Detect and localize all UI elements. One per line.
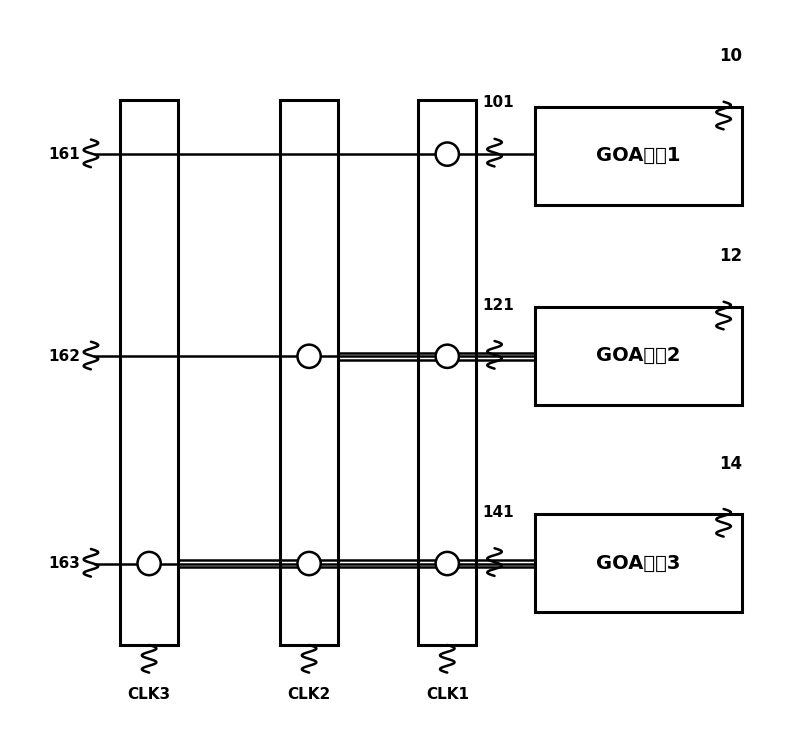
Circle shape bbox=[298, 552, 321, 575]
Text: 141: 141 bbox=[482, 505, 514, 520]
Text: 10: 10 bbox=[719, 47, 742, 66]
Text: GOA电路1: GOA电路1 bbox=[596, 147, 681, 166]
Polygon shape bbox=[534, 107, 742, 205]
Polygon shape bbox=[418, 99, 476, 645]
Circle shape bbox=[298, 345, 321, 368]
Text: 101: 101 bbox=[482, 96, 514, 110]
Text: CLK2: CLK2 bbox=[287, 687, 330, 702]
Polygon shape bbox=[534, 514, 742, 612]
Circle shape bbox=[436, 142, 459, 166]
Text: 12: 12 bbox=[719, 247, 742, 266]
Polygon shape bbox=[120, 99, 178, 645]
Text: 162: 162 bbox=[48, 349, 80, 364]
Text: CLK3: CLK3 bbox=[127, 687, 170, 702]
Text: 14: 14 bbox=[719, 455, 742, 472]
Text: 121: 121 bbox=[482, 298, 514, 312]
Polygon shape bbox=[280, 99, 338, 645]
Text: CLK1: CLK1 bbox=[426, 687, 469, 702]
Circle shape bbox=[138, 552, 161, 575]
Circle shape bbox=[436, 345, 459, 368]
Text: 163: 163 bbox=[48, 556, 80, 571]
Text: GOA电路3: GOA电路3 bbox=[596, 553, 680, 572]
Text: GOA电路2: GOA电路2 bbox=[596, 347, 681, 366]
Circle shape bbox=[436, 552, 459, 575]
Polygon shape bbox=[534, 307, 742, 405]
Text: 161: 161 bbox=[48, 147, 80, 161]
